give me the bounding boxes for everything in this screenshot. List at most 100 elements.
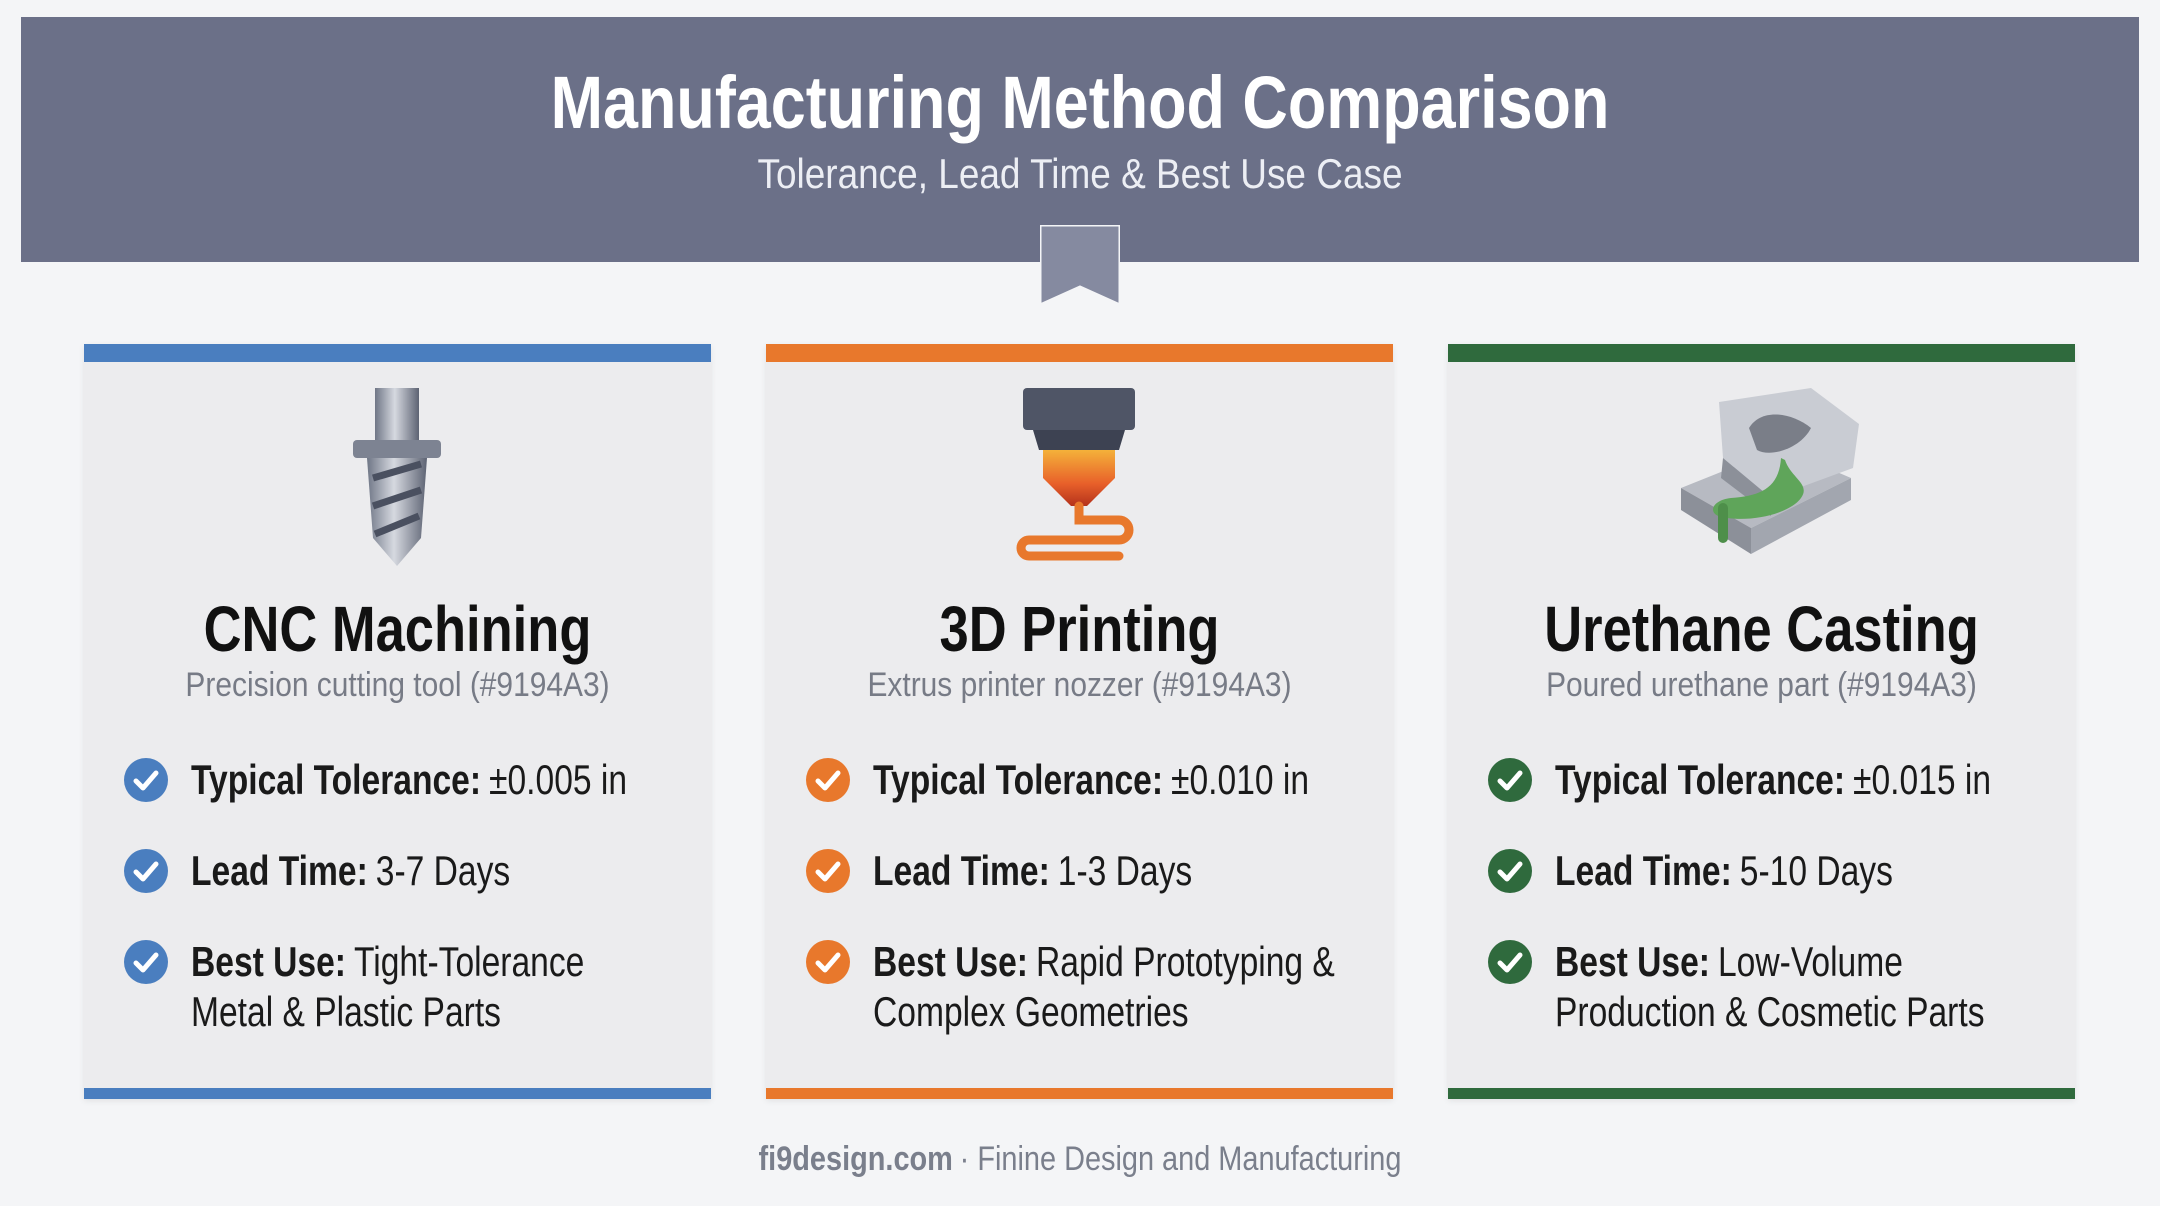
icon-shape (1033, 430, 1125, 450)
check-icon (1488, 940, 1532, 989)
spec-value: Low-Volume Production & Cosmetic Parts (1555, 938, 1985, 1035)
icon-shape (124, 849, 168, 893)
card-top-bar (766, 344, 1393, 362)
icon-shape (353, 440, 441, 458)
check-icon (1488, 849, 1532, 898)
icon-shape (1681, 488, 1751, 554)
icon-shape (367, 458, 427, 566)
spec-item: Typical Tolerance: ±0.015 in (1555, 755, 2035, 805)
icon-shape (124, 758, 168, 802)
icon-shape (815, 770, 841, 791)
icon-shape (375, 388, 419, 440)
icon-shape (806, 940, 850, 984)
spec-item: Lead Time: 3-7 Days (191, 846, 671, 896)
icon-shape (124, 758, 168, 802)
icon-shape (124, 849, 168, 893)
icon-shape (133, 952, 159, 973)
check-icon (806, 940, 850, 989)
card-title: CNC Machining (203, 593, 592, 665)
spec-item: Best Use: Tight-Tolerance Metal & Plastic… (191, 937, 671, 1037)
icon-shape (133, 770, 159, 791)
spec-label: Lead Time: (1555, 847, 1732, 894)
method-icon (979, 388, 1179, 573)
spec-value: Tight-Tolerance Metal & Plastic Parts (191, 938, 585, 1035)
card-caption: Extrus printer nozzer (#9194A3) (867, 666, 1292, 704)
icon-shape (1488, 849, 1532, 893)
method-icon (297, 388, 497, 573)
spec-value: 3-7 Days (375, 847, 511, 894)
footer-tagline: · Finine Design and Manufacturing (959, 1140, 1402, 1178)
icon-shape (806, 849, 850, 893)
icon-shape (806, 940, 850, 984)
icon-shape (1497, 861, 1523, 882)
spec-item: Best Use: Rapid Prototyping & Complex Geo… (873, 937, 1353, 1037)
card-bottom-bar (766, 1088, 1393, 1099)
spec-label: Lead Time: (873, 847, 1050, 894)
card-bottom-bar (1448, 1088, 2075, 1099)
spec-item: Typical Tolerance: ±0.010 in (873, 755, 1353, 805)
spec-label: Typical Tolerance: (191, 756, 482, 803)
icon-shape (1749, 414, 1811, 453)
icon-shape (1488, 940, 1532, 984)
icon-shape (371, 460, 423, 538)
icon-shape (1751, 478, 1851, 554)
method-card: CNC Machining Precision cutting tool (#91… (84, 344, 711, 1099)
spec-value: ±0.010 in (1171, 756, 1310, 803)
spec-label: Lead Time: (191, 847, 368, 894)
check-icon (124, 849, 168, 898)
bookmark-icon (1040, 225, 1120, 305)
method-card: Urethane Casting Poured urethane part (#9… (1448, 344, 2075, 1099)
spec-value: 5-10 Days (1739, 847, 1893, 894)
check-icon (124, 940, 168, 989)
check-icon (124, 758, 168, 807)
icon-shape (1497, 952, 1523, 973)
method-card: 3D Printing Extrus printer nozzer (#9194A… (766, 344, 1393, 1099)
check-icon (1488, 758, 1532, 807)
icon-shape (806, 849, 850, 893)
icon-shape (1713, 458, 1804, 519)
card-title: Urethane Casting (1544, 593, 1979, 665)
icon-shape (1016, 501, 1134, 561)
spec-item: Lead Time: 5-10 Days (1555, 846, 2035, 896)
spec-value: ±0.005 in (489, 756, 628, 803)
icon-shape (133, 861, 159, 882)
icon-shape (1023, 388, 1135, 430)
card-top-bar (1448, 344, 2075, 362)
icon-shape (1488, 758, 1532, 802)
page-subtitle: Tolerance, Lead Time & Best Use Case (757, 150, 1403, 197)
card-caption: Poured urethane part (#9194A3) (1546, 666, 1977, 704)
card-bottom-bar (84, 1088, 711, 1099)
check-icon (806, 849, 850, 898)
card-caption: Precision cutting tool (#9194A3) (185, 666, 610, 704)
icon-shape (1488, 940, 1532, 984)
card-title: 3D Printing (939, 593, 1220, 665)
icon-shape (1488, 758, 1532, 802)
icon-shape (1016, 388, 1135, 561)
icon-shape (1497, 770, 1523, 791)
check-icon (806, 758, 850, 807)
header-band (21, 17, 2139, 262)
icon-shape (1040, 225, 1120, 305)
icon-shape (815, 952, 841, 973)
spec-value: ±0.015 in (1853, 756, 1992, 803)
icon-shape (124, 940, 168, 984)
icon-shape (806, 758, 850, 802)
icon-shape (353, 388, 441, 566)
icon-shape (1488, 849, 1532, 893)
card-top-bar (84, 344, 711, 362)
spec-label: Best Use: (873, 938, 1028, 985)
icon-shape (1043, 450, 1115, 506)
spec-item: Typical Tolerance: ±0.005 in (191, 755, 671, 805)
spec-label: Typical Tolerance: (873, 756, 1164, 803)
spec-label: Best Use: (1555, 938, 1710, 985)
spec-item: Lead Time: 1-3 Days (873, 846, 1353, 896)
footer-brand: fi9design.com (758, 1140, 953, 1178)
spec-item: Best Use: Low-Volume Production & Cosmeti… (1555, 937, 2035, 1037)
spec-value: Rapid Prototyping & Complex Geometries (873, 938, 1335, 1035)
icon-shape (1681, 388, 1859, 554)
method-icon (1661, 388, 1861, 573)
icon-shape (815, 861, 841, 882)
spec-label: Best Use: (191, 938, 346, 985)
